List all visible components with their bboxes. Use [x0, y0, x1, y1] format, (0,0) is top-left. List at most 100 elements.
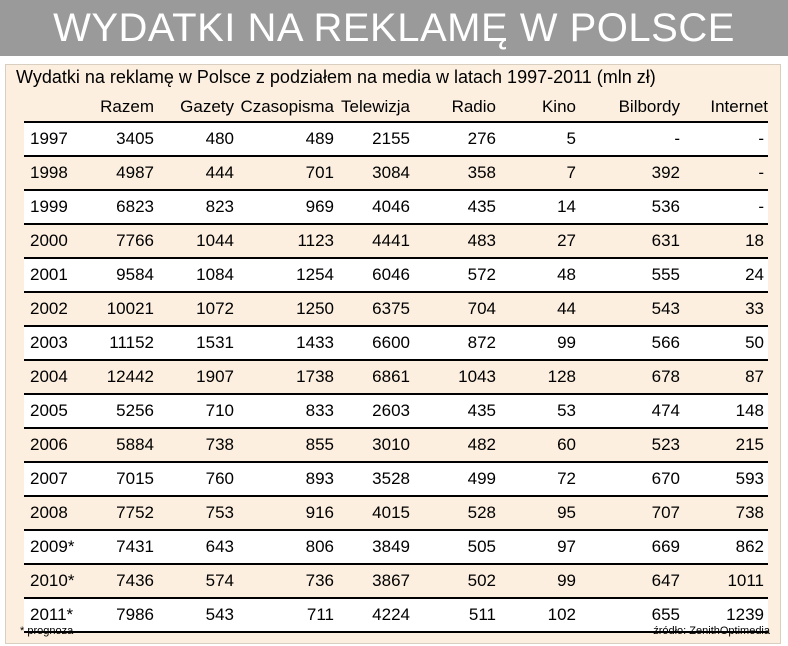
cell-year: 2007 [24, 462, 86, 497]
table-body: 1997 3405 480 489 2155 276 5- -1998 4987 444 701 30… [24, 121, 768, 633]
cell-telewizja: 6046 [334, 258, 410, 293]
cell-czasopisma: 1250 [234, 292, 334, 327]
cell-internet: 215 [680, 428, 768, 463]
cell-bilbordy: 670 [576, 462, 680, 497]
cell-razem: 11152 [86, 326, 154, 361]
cell-kino: 60 [496, 428, 576, 463]
cell-kino: 48 [496, 258, 576, 293]
cell-gazety: 480 [154, 121, 234, 157]
cell-czasopisma: 855 [234, 428, 334, 463]
cell-radio: 502 [410, 564, 496, 599]
column-header-year [24, 97, 86, 122]
cell-radio: 435 [410, 394, 496, 429]
cell-telewizja: 3010 [334, 428, 410, 463]
column-header-razem: Razem [100, 97, 154, 116]
cell-czasopisma: 701 [234, 156, 334, 191]
column-header-telewizja: Telewizja [341, 97, 410, 116]
cell-year: 2003 [24, 326, 86, 361]
table-row: 2004 12442 1907 1738 6861 1043 128 678 87 [24, 360, 768, 395]
cell-gazety: 444 [154, 156, 234, 191]
table-row: 2003 11152 1531 1433 6600 872 99 566 50 [24, 326, 768, 361]
cell-czasopisma: 489 [234, 121, 334, 157]
cell-kino: 99 [496, 564, 576, 599]
cell-bilbordy: 474 [576, 394, 680, 429]
cell-telewizja: 3084 [334, 156, 410, 191]
cell-radio: 572 [410, 258, 496, 293]
cell-telewizja: 4046 [334, 190, 410, 225]
cell-razem: 7015 [86, 462, 154, 497]
column-header-gazety: Gazety [180, 97, 234, 116]
cell-czasopisma: 833 [234, 394, 334, 429]
cell-razem: 12442 [86, 360, 154, 395]
cell-year: 2006 [24, 428, 86, 463]
cell-telewizja: 3528 [334, 462, 410, 497]
cell-internet: 1011 [680, 564, 768, 599]
table-row: 2010* 7436 574 736 3867 502 99 647 1011 [24, 564, 768, 599]
cell-kino: 5 [496, 121, 576, 157]
cell-radio: 499 [410, 462, 496, 497]
cell-year: 1997 [24, 121, 86, 157]
table-row: 2005 5256 710 833 2603 435 53 474 148 [24, 394, 768, 429]
cell-internet: 148 [680, 394, 768, 429]
cell-bilbordy: 678 [576, 360, 680, 395]
cell-internet: - [680, 121, 768, 157]
cell-internet: - [680, 156, 768, 191]
cell-year: 2004 [24, 360, 86, 395]
cell-radio: 872 [410, 326, 496, 361]
cell-year: 1998 [24, 156, 86, 191]
cell-bilbordy: 655 [576, 598, 680, 633]
cell-telewizja: 2603 [334, 394, 410, 429]
cell-czasopisma: 1738 [234, 360, 334, 395]
table-row: 2000 7766 1044 1123 4441 483 27 631 18 [24, 224, 768, 259]
table-subtitle: Wydatki na reklamę w Polsce z podziałem … [16, 67, 656, 87]
table-row: 2008 7752 753 916 4015 528 95 707 738 [24, 496, 768, 531]
cell-radio: 358 [410, 156, 496, 191]
cell-razem: 3405 [86, 121, 154, 157]
cell-kino: 102 [496, 598, 576, 633]
cell-radio: 505 [410, 530, 496, 565]
cell-telewizja: 2155 [334, 121, 410, 157]
page-title: WYDATKI NA REKLAMĘ W POLSCE [53, 5, 735, 50]
cell-year: 2002 [24, 292, 86, 327]
cell-telewizja: 4224 [334, 598, 410, 633]
cell-year: 2009* [24, 530, 86, 565]
cell-bilbordy: 631 [576, 224, 680, 259]
cell-razem: 9584 [86, 258, 154, 293]
cell-czasopisma: 893 [234, 462, 334, 497]
cell-telewizja: 3867 [334, 564, 410, 599]
cell-kino: 95 [496, 496, 576, 531]
cell-radio: 276 [410, 121, 496, 157]
cell-razem: 7431 [86, 530, 154, 565]
cell-gazety: 753 [154, 496, 234, 531]
cell-bilbordy: 392 [576, 156, 680, 191]
cell-kino: 72 [496, 462, 576, 497]
cell-bilbordy: 707 [576, 496, 680, 531]
table-row: 2001 9584 1084 1254 6046 572 48 555 24 [24, 258, 768, 293]
cell-radio: 483 [410, 224, 496, 259]
cell-gazety: 1531 [154, 326, 234, 361]
cell-bilbordy: 566 [576, 326, 680, 361]
column-header-internet: Internet [710, 97, 768, 116]
cell-razem: 6823 [86, 190, 154, 225]
cell-czasopisma: 1123 [234, 224, 334, 259]
cell-radio: 528 [410, 496, 496, 531]
table-row: 1998 4987 444 701 3084 358 7 392- [24, 156, 768, 191]
cell-bilbordy: - [576, 121, 680, 157]
cell-gazety: 1907 [154, 360, 234, 395]
table-row: 1999 6823 823 969 4046 435 14 536- [24, 190, 768, 225]
cell-telewizja: 6600 [334, 326, 410, 361]
cell-razem: 7436 [86, 564, 154, 599]
cell-internet: 33 [680, 292, 768, 327]
cell-kino: 128 [496, 360, 576, 395]
cell-razem: 4987 [86, 156, 154, 191]
cell-bilbordy: 647 [576, 564, 680, 599]
cell-czasopisma: 806 [234, 530, 334, 565]
table-row: 2011* 7986 543 711 4224 511 102 655 1239 [24, 598, 768, 633]
cell-internet: 18 [680, 224, 768, 259]
cell-gazety: 760 [154, 462, 234, 497]
cell-gazety: 1072 [154, 292, 234, 327]
cell-gazety: 1084 [154, 258, 234, 293]
source-note: źródło: ZenithOptimedia [653, 625, 770, 637]
cell-razem: 5256 [86, 394, 154, 429]
cell-kino: 14 [496, 190, 576, 225]
